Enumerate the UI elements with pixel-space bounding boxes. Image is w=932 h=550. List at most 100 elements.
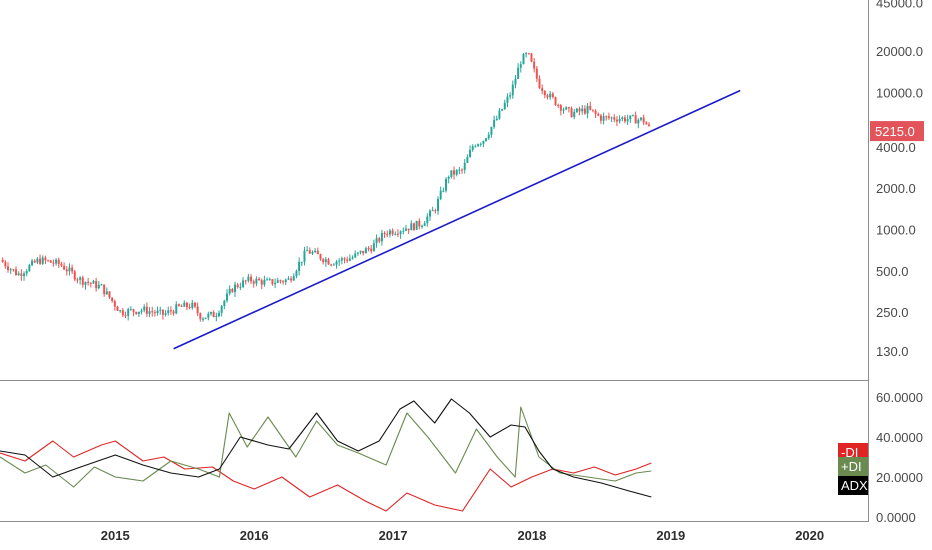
- candle-body: [562, 109, 565, 111]
- candle-body: [308, 250, 311, 254]
- candle-body: [517, 67, 520, 79]
- candle-body: [252, 281, 255, 284]
- candle-body: [111, 297, 114, 302]
- last-price-label: 5215.0: [875, 124, 915, 139]
- candle-body: [631, 115, 634, 117]
- candle-body: [356, 252, 359, 254]
- candle-body: [442, 190, 445, 192]
- candle-body: [482, 141, 485, 144]
- candle-body: [410, 223, 413, 231]
- candle-body: [375, 238, 378, 244]
- price-candles: [1, 51, 650, 322]
- candle-body: [578, 108, 581, 112]
- candle-body: [31, 260, 34, 266]
- indicator-axis[interactable]: 60.0000 40.0000 20.0000 0.0000: [876, 390, 923, 525]
- candle-body: [295, 271, 298, 277]
- candle-body: [274, 282, 277, 285]
- legend-label: -DI: [841, 445, 858, 460]
- candle-body: [276, 280, 279, 283]
- candle-body: [557, 104, 560, 106]
- indicator-tick-label: 0.0000: [876, 510, 916, 525]
- candle-body: [412, 223, 415, 230]
- candle-body: [79, 277, 82, 280]
- candle-body: [140, 310, 143, 312]
- candle-body: [36, 258, 39, 263]
- candle-body: [541, 88, 544, 91]
- price-tick-label: 45000.0: [876, 0, 923, 11]
- candle-body: [129, 309, 132, 311]
- candle-body: [463, 162, 466, 170]
- candle-body: [191, 302, 194, 308]
- candle-body: [493, 120, 496, 127]
- candle-body: [4, 262, 7, 267]
- candle-body: [12, 269, 15, 271]
- candle-body: [161, 309, 164, 315]
- candle-body: [169, 310, 172, 312]
- candle-body: [599, 115, 602, 121]
- candle-body: [471, 146, 474, 150]
- candle-body: [407, 228, 410, 231]
- candle-body: [503, 102, 506, 110]
- candle-body: [258, 278, 261, 281]
- candle-body: [495, 118, 498, 121]
- candle-body: [55, 259, 58, 264]
- support-trendline[interactable]: [173, 89, 741, 350]
- candle-body: [1, 259, 4, 263]
- candle-body: [629, 115, 632, 120]
- candle-body: [605, 116, 608, 118]
- candle-body: [522, 54, 525, 65]
- candle-body: [215, 316, 218, 318]
- candle-body: [396, 233, 399, 235]
- candle-body: [570, 108, 573, 118]
- candle-body: [359, 250, 362, 253]
- candle-body: [324, 259, 327, 263]
- candle-body: [589, 106, 592, 110]
- candle-body: [41, 257, 44, 264]
- candle-body: [68, 267, 71, 272]
- candle-body: [52, 262, 55, 264]
- candle-body: [57, 259, 60, 264]
- trendline: [173, 89, 741, 350]
- candle-body: [455, 170, 458, 175]
- candle-body: [431, 210, 434, 212]
- candle-body: [167, 310, 170, 314]
- candle-body: [84, 281, 87, 285]
- candle-body: [65, 269, 68, 272]
- indicator-tick-label: 60.0000: [876, 390, 923, 405]
- candle-body: [372, 243, 375, 252]
- legend-badge: [838, 476, 868, 495]
- candle-body: [340, 258, 343, 261]
- candle-body: [121, 310, 124, 316]
- candle-body: [639, 117, 642, 120]
- plus-di-line: [0, 406, 652, 488]
- minus-di-line: [0, 440, 652, 512]
- candle-body: [116, 306, 119, 311]
- candle-body: [591, 109, 594, 111]
- candle-body: [351, 257, 354, 259]
- candle-body: [575, 108, 578, 113]
- candle-body: [137, 311, 140, 315]
- candle-body: [479, 143, 482, 145]
- candle-body: [228, 289, 231, 294]
- candle-body: [450, 170, 453, 177]
- price-tick-label: 1000.0: [876, 222, 916, 237]
- candle-body: [559, 105, 562, 111]
- candle-body: [610, 117, 613, 119]
- indicator-lines: [0, 398, 652, 512]
- candle-body: [223, 300, 226, 307]
- candle-body: [316, 250, 319, 255]
- candle-body: [469, 149, 472, 158]
- price-axis[interactable]: 45000.0 20000.0 10000.0 4000.0 2000.0 1000.0 5…: [876, 0, 923, 359]
- candle-body: [242, 280, 245, 287]
- candle-body: [207, 313, 210, 318]
- candle-body: [159, 309, 162, 311]
- candle-body: [391, 230, 394, 235]
- candle-body: [418, 220, 421, 227]
- candle-body: [287, 278, 290, 280]
- candle-body: [290, 278, 293, 281]
- candle-body: [322, 259, 325, 263]
- time-axis[interactable]: 2015 2016 2017 2018 2019 2020: [101, 528, 824, 543]
- candle-body: [311, 252, 314, 254]
- candle-body: [645, 122, 648, 125]
